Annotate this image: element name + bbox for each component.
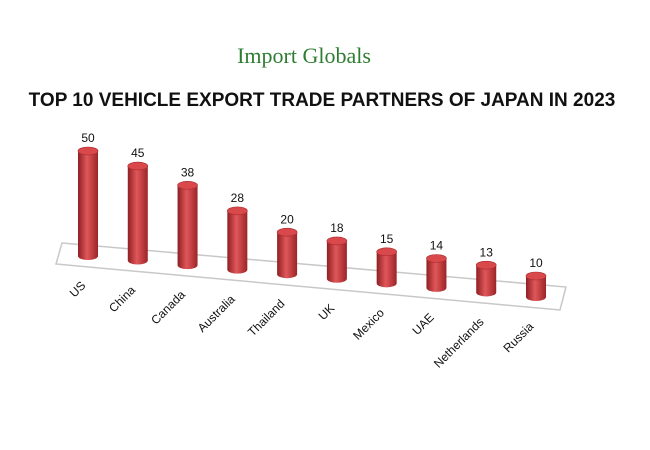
value-label: 18 xyxy=(330,221,344,235)
value-label: 14 xyxy=(430,239,444,253)
brand: Import Globals xyxy=(237,43,371,68)
value-label: 45 xyxy=(131,146,145,160)
bar xyxy=(277,232,298,279)
bar xyxy=(177,185,198,270)
bar-top xyxy=(426,254,447,263)
bar-top xyxy=(525,271,547,281)
bar-top xyxy=(376,247,397,257)
bar xyxy=(376,251,397,288)
value-label: 50 xyxy=(81,131,95,145)
bar-top xyxy=(276,227,298,237)
bar xyxy=(227,210,248,274)
value-label: 10 xyxy=(529,256,543,270)
value-label: 20 xyxy=(280,212,294,226)
bar xyxy=(78,151,98,260)
bar-top xyxy=(326,236,348,246)
bar-group xyxy=(525,271,547,301)
bar-group xyxy=(276,227,298,279)
bar-group xyxy=(227,206,248,274)
bar xyxy=(476,265,497,297)
bar xyxy=(526,276,546,301)
bar-group xyxy=(426,254,447,292)
value-label: 38 xyxy=(181,165,195,179)
bar xyxy=(127,166,148,265)
bar-group xyxy=(77,146,99,260)
bar xyxy=(426,258,447,292)
bar-group xyxy=(127,161,149,265)
bar-group xyxy=(177,181,198,270)
value-label: 15 xyxy=(380,232,394,246)
bar-top xyxy=(127,161,149,171)
bar-top xyxy=(77,146,99,156)
bar-top xyxy=(227,206,248,216)
bar-top xyxy=(177,181,198,190)
bar xyxy=(326,240,347,283)
bar-group xyxy=(475,260,497,297)
bar-top xyxy=(475,260,497,270)
value-label: 13 xyxy=(480,245,494,259)
bar-group xyxy=(376,247,397,288)
value-label: 28 xyxy=(231,191,245,205)
bar-group xyxy=(326,236,348,283)
chart-title: TOP 10 VEHICLE EXPORT TRADE PARTNERS OF … xyxy=(29,90,616,111)
